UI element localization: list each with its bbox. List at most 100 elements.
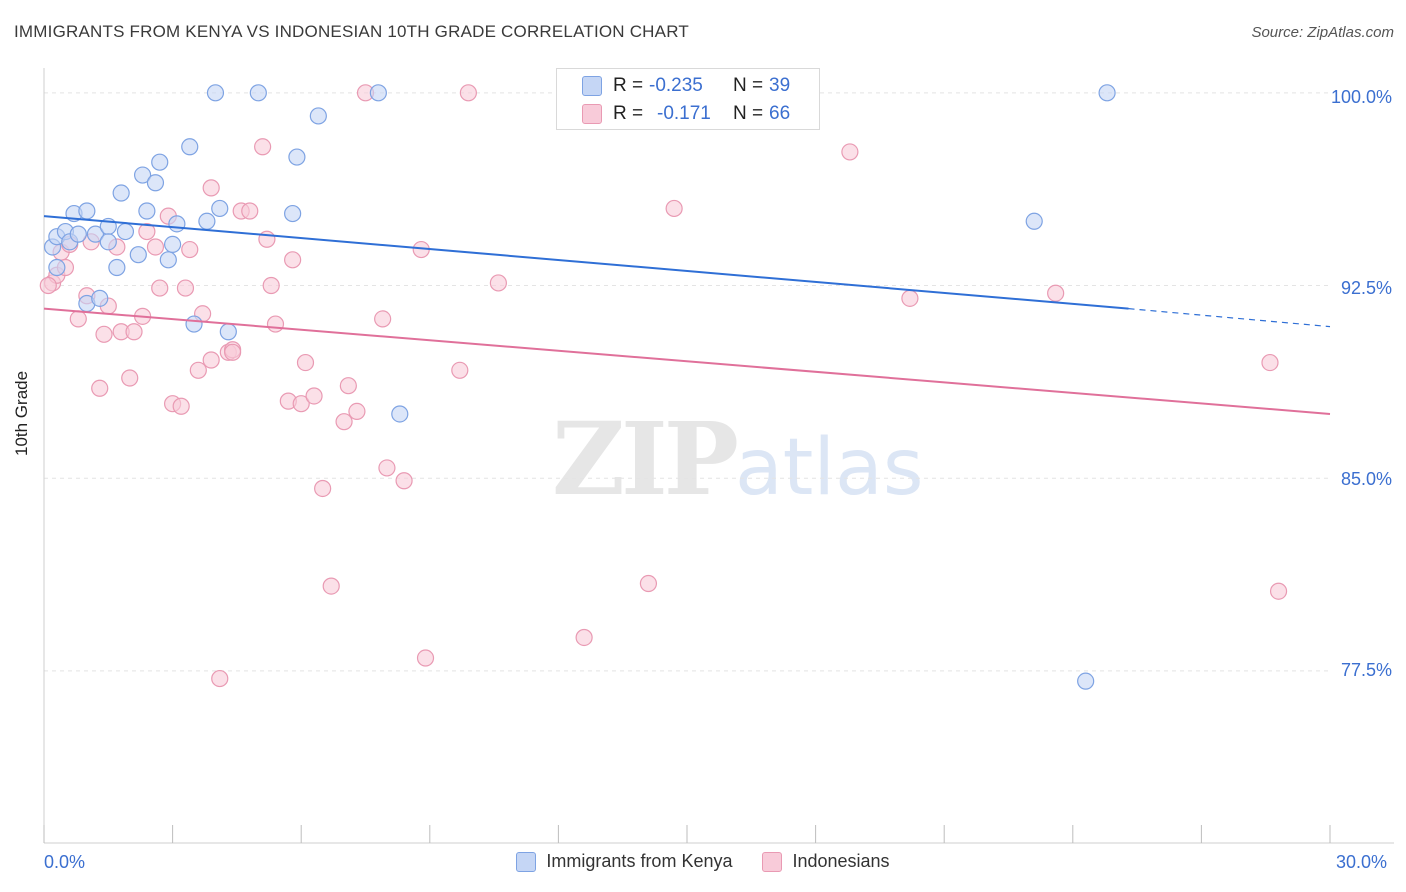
indonesians-point bbox=[189, 361, 207, 379]
indonesians-point bbox=[335, 413, 353, 431]
indonesians-r-label: R = bbox=[613, 103, 644, 124]
indonesians-n-label: N = bbox=[733, 103, 764, 124]
kenya-n-label: N = bbox=[733, 75, 764, 96]
kenya-point bbox=[309, 107, 327, 125]
source-credit: Source: ZipAtlas.com bbox=[1251, 24, 1394, 41]
kenya-point bbox=[391, 405, 409, 423]
kenya-point bbox=[112, 184, 130, 202]
legend-swatch-indonesians bbox=[762, 851, 783, 872]
chart-title: IMMIGRANTS FROM KENYA VS INDONESIAN 10TH… bbox=[14, 22, 689, 41]
indonesians-point bbox=[121, 369, 139, 387]
kenya-point bbox=[86, 225, 105, 243]
kenya-point bbox=[284, 204, 302, 223]
stats-legend: R = -0.235 N = 39 R = -0.171 N = 66 bbox=[556, 68, 820, 130]
indonesians-point bbox=[258, 230, 276, 248]
kenya-point bbox=[1077, 672, 1095, 690]
indonesians-point bbox=[665, 199, 683, 218]
kenya-point bbox=[99, 233, 117, 251]
indonesians-point bbox=[224, 343, 242, 361]
y-axis-label: 10th Grade bbox=[12, 370, 31, 456]
indonesians-point bbox=[292, 395, 310, 413]
y-tick-label-85: 85.0% bbox=[1340, 469, 1392, 489]
indonesians-point bbox=[172, 397, 190, 415]
x-tick-label-max: 30.0% bbox=[1336, 852, 1388, 872]
indonesians-point bbox=[348, 402, 366, 420]
legend-label-indonesians: Indonesians bbox=[792, 851, 890, 871]
indonesians-point bbox=[91, 379, 109, 397]
indonesians-point bbox=[314, 479, 332, 498]
bottom-legend: Immigrants from Kenya Indonesians bbox=[0, 851, 1406, 872]
indonesians-point bbox=[262, 276, 280, 295]
y-tick-label-92-5: 92.5% bbox=[1340, 278, 1392, 298]
kenya-point bbox=[138, 202, 156, 220]
indonesians-n-value: 66 bbox=[769, 103, 791, 124]
indonesians-point bbox=[575, 628, 593, 647]
legend-label-kenya: Immigrants from Kenya bbox=[546, 851, 733, 871]
y-tick-label-77-5: 77.5% bbox=[1340, 660, 1392, 680]
kenya-trend-line bbox=[43, 215, 1129, 310]
indonesians-point bbox=[125, 323, 143, 341]
y-tick-label-100: 100.0% bbox=[1330, 87, 1392, 107]
kenya-point bbox=[249, 84, 267, 102]
watermark: ZIPatlas bbox=[552, 400, 923, 518]
indonesians-point bbox=[151, 279, 169, 297]
indonesians-point bbox=[305, 387, 323, 405]
kenya-point bbox=[219, 323, 237, 341]
trend-lines bbox=[43, 215, 1331, 415]
indonesians-point bbox=[146, 238, 165, 256]
kenya-point bbox=[133, 166, 152, 184]
kenya-point bbox=[168, 215, 186, 233]
indonesians-point bbox=[489, 274, 507, 292]
indonesians-point bbox=[241, 202, 259, 220]
indonesians-swatch bbox=[582, 104, 602, 124]
kenya-point bbox=[181, 138, 199, 156]
indonesians-point bbox=[339, 377, 357, 395]
indonesians-point bbox=[459, 84, 477, 102]
kenya-r-label: R = bbox=[613, 75, 644, 96]
kenya-point bbox=[288, 148, 306, 166]
kenya-point bbox=[151, 153, 169, 171]
x-tick-label-min: 0.0% bbox=[44, 852, 86, 872]
kenya-point bbox=[211, 199, 229, 218]
kenya-points bbox=[43, 84, 1116, 690]
kenya-point bbox=[48, 258, 66, 277]
indonesians-point bbox=[416, 649, 435, 667]
legend-item-kenya: Immigrants from Kenya bbox=[516, 851, 732, 872]
kenya-point bbox=[69, 225, 87, 243]
indonesians-point bbox=[254, 138, 272, 156]
watermark-atlas: atlas bbox=[734, 423, 924, 513]
indonesians-point bbox=[451, 361, 469, 379]
kenya-point bbox=[206, 84, 225, 102]
indonesians-point bbox=[284, 251, 302, 269]
indonesians-point bbox=[1261, 353, 1279, 372]
kenya-swatch bbox=[582, 76, 602, 96]
kenya-n-value: 39 bbox=[769, 75, 791, 96]
kenya-point bbox=[1098, 84, 1116, 102]
kenya-point bbox=[108, 258, 126, 277]
indonesians-point bbox=[639, 574, 658, 593]
indonesians-point bbox=[266, 315, 285, 333]
kenya-point bbox=[164, 235, 182, 254]
watermark-zip: ZIP bbox=[552, 400, 739, 518]
kenya-r-value: -0.235 bbox=[649, 75, 703, 96]
indonesians-point bbox=[395, 472, 413, 490]
legend-swatch-kenya bbox=[516, 851, 537, 872]
indonesians-point bbox=[374, 310, 392, 328]
kenya-point bbox=[116, 222, 135, 241]
indonesians-point bbox=[202, 351, 220, 369]
indonesians-point bbox=[901, 289, 919, 307]
indonesians-point bbox=[322, 577, 340, 595]
indonesians-point bbox=[69, 310, 87, 328]
kenya-point bbox=[159, 251, 177, 269]
axes bbox=[43, 68, 1394, 844]
kenya-point bbox=[91, 289, 109, 307]
kenya-point bbox=[185, 315, 203, 333]
indonesians-point bbox=[39, 276, 57, 295]
indonesians-point bbox=[138, 222, 156, 241]
grid-lines bbox=[44, 92, 1330, 672]
indonesians-point bbox=[211, 669, 229, 688]
indonesians-point bbox=[176, 279, 195, 297]
indonesians-point bbox=[95, 325, 113, 343]
indonesians-point bbox=[1269, 582, 1288, 600]
kenya-point bbox=[129, 246, 147, 264]
